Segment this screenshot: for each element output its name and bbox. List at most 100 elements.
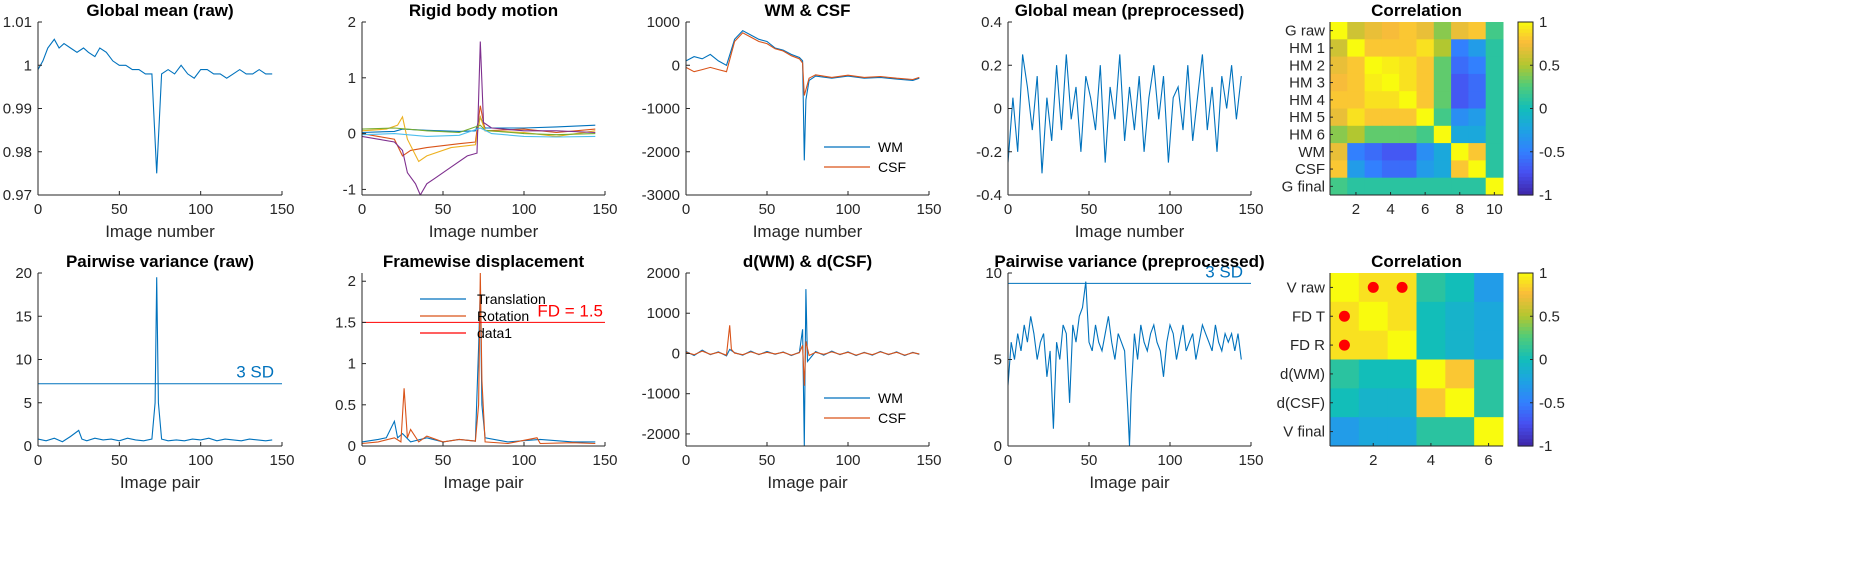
y-tick-label: V final	[1283, 424, 1325, 441]
y-tick-label: 0.99	[3, 101, 32, 118]
heatmap-cell	[1474, 417, 1504, 447]
x-tick-label: 0	[682, 452, 690, 469]
colorbar-segment	[1518, 359, 1533, 364]
colorbar-segment	[1518, 438, 1533, 443]
x-axis-label: Image number	[429, 222, 539, 241]
heatmap-cell	[1451, 160, 1469, 179]
chart-title: d(WM) & d(CSF)	[743, 252, 872, 271]
x-tick-label: 150	[592, 201, 617, 218]
colorbar-segment	[1518, 137, 1533, 142]
colorbar-segment	[1518, 283, 1533, 289]
chart-title: Pairwise variance (raw)	[66, 252, 254, 271]
heatmap-cell	[1416, 273, 1446, 303]
colorbar-segment	[1518, 366, 1533, 371]
colorbar-segment	[1518, 140, 1533, 146]
plot-area	[1008, 22, 1251, 195]
y-tick-label: 0	[994, 438, 1002, 455]
chart-title: Correlation	[1371, 252, 1462, 271]
colorbar-segment	[1518, 68, 1533, 74]
colorbar-segment	[1518, 370, 1533, 375]
heatmap-cell	[1451, 108, 1469, 127]
heatmap-cell	[1485, 22, 1504, 40]
colorbar-segment	[1518, 330, 1533, 335]
legend-entry: Rotation	[477, 308, 529, 324]
heatmap-cell	[1330, 22, 1348, 40]
heatmap-cell	[1364, 143, 1383, 161]
x-tick-label: 50	[759, 201, 776, 218]
colorbar-segment	[1518, 187, 1533, 192]
heatmap-cell	[1399, 22, 1417, 40]
x-tick-label: 150	[269, 452, 294, 469]
colorbar-segment	[1518, 391, 1533, 397]
colorbar-segment	[1518, 158, 1533, 164]
x-tick-label: 150	[1238, 452, 1263, 469]
colorbar-tick-label: 1	[1539, 14, 1547, 31]
colorbar-tick-label: -0.5	[1539, 144, 1565, 161]
colorbar-segment	[1518, 79, 1533, 84]
y-tick-label: -2000	[642, 144, 680, 161]
heatmap-cell	[1358, 301, 1389, 332]
x-tick-label: 50	[1081, 201, 1098, 218]
colorbar-segment	[1518, 36, 1533, 41]
colorbar-segment	[1518, 323, 1533, 328]
heatmap-cell	[1330, 91, 1348, 109]
y-tick-label: 2000	[647, 265, 680, 282]
heatmap-cell	[1347, 177, 1366, 196]
y-tick-label: 0.2	[981, 57, 1002, 74]
y-tick-label: -1	[343, 181, 356, 198]
colorbar-segment	[1518, 294, 1533, 299]
series-line-3	[362, 41, 596, 195]
plot-area	[686, 22, 929, 195]
heatmap-cell	[1445, 273, 1475, 303]
y-tick-label: -1000	[642, 101, 680, 118]
heatmap-cell	[1433, 91, 1452, 109]
x-tick-label: 0	[682, 201, 690, 218]
y-tick-label: 10	[985, 265, 1002, 282]
heatmap-cell	[1474, 273, 1504, 303]
heatmap-cell	[1433, 143, 1452, 161]
colorbar-segment	[1518, 298, 1533, 303]
heatmap-cell	[1416, 22, 1435, 40]
heatmap-cell	[1330, 177, 1348, 196]
heatmap-cell	[1364, 56, 1383, 75]
heatmap-cell	[1433, 39, 1452, 58]
x-axis-label: Image number	[105, 222, 215, 241]
heatmap-cell	[1416, 73, 1435, 92]
colorbar-segment	[1518, 334, 1533, 339]
heatmap-cell	[1445, 330, 1475, 360]
y-tick-label: 0	[24, 438, 32, 455]
x-tick-label: 0	[1004, 201, 1012, 218]
heatmap-cell	[1381, 73, 1400, 92]
colorbar-segment	[1518, 162, 1533, 167]
colorbar-segment	[1518, 316, 1533, 321]
heatmap-cell	[1381, 108, 1400, 127]
colorbar-segment	[1518, 22, 1533, 27]
colorbar-segment	[1518, 122, 1533, 128]
heatmap-cell	[1358, 417, 1389, 447]
series-line-1	[362, 105, 596, 157]
colorbar-segment	[1518, 406, 1533, 411]
heatmap-cell	[1364, 73, 1383, 92]
x-tick-label: 10	[1486, 201, 1503, 218]
legend-entry: CSF	[878, 159, 906, 175]
heatmap-cell	[1347, 39, 1366, 58]
x-tick-label: 0	[358, 452, 366, 469]
y-tick-label: d(WM)	[1280, 366, 1325, 383]
colorbar-segment	[1518, 76, 1533, 81]
colorbar-segment	[1518, 409, 1533, 415]
heatmap-cell	[1468, 143, 1487, 161]
heatmap-cell	[1399, 56, 1417, 75]
heatmap-cell	[1416, 143, 1435, 161]
subplot-correlation-bottom: V raw FD T FD R d(WM) d(CSF) V final 2 4 6 Correl…	[1277, 252, 1565, 469]
colorbar-segment	[1518, 442, 1533, 447]
colorbar-segment	[1518, 94, 1533, 99]
plot-area	[1008, 273, 1251, 446]
heatmap-cell	[1468, 91, 1487, 109]
heatmap-cell	[1416, 56, 1435, 75]
heatmap-cell	[1468, 108, 1487, 127]
heatmap-cell	[1474, 388, 1504, 418]
colorbar-segment	[1518, 176, 1533, 182]
colorbar-segment	[1518, 173, 1533, 178]
